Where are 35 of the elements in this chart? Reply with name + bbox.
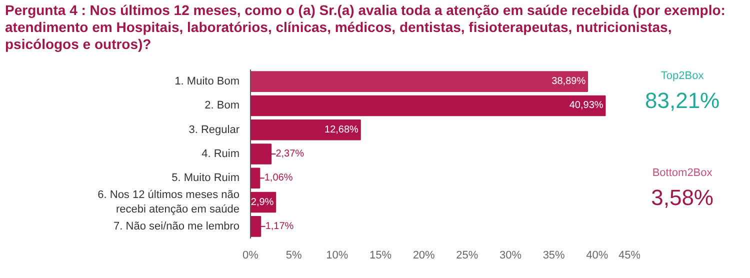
x-tick-label: 0% bbox=[242, 250, 259, 262]
chart-title: Pergunta 4 : Nos últimos 12 meses, como o (a) Sr.(a) avalia toda a atenção em saúde recebida (por exemplo: atendimento em Hospitais, laboratórios, clínicas, médicos, dentistas, fisioterapeutas, nutricionistas, psicólogos e outros)? bbox=[5, 2, 726, 53]
bar bbox=[250, 95, 606, 116]
data-label: 1,17% bbox=[265, 220, 294, 232]
y-tick-label: 7. Não sei/não me lembro bbox=[114, 220, 240, 232]
bar bbox=[250, 71, 588, 92]
y-tick-label: 4. Ruim bbox=[202, 148, 240, 160]
text: 83,21% bbox=[645, 86, 720, 115]
bar bbox=[250, 216, 262, 237]
x-tick-label: 45% bbox=[618, 250, 641, 262]
bar bbox=[250, 168, 260, 189]
data-label: 1,06% bbox=[264, 172, 293, 184]
x-tick-label: 30% bbox=[499, 250, 522, 262]
text: Bottom2Box bbox=[651, 166, 714, 182]
y-tick-label: 5. Muito Ruim bbox=[172, 172, 240, 184]
x-tick-label: 35% bbox=[542, 250, 566, 262]
data-label: 12,68% bbox=[324, 124, 359, 136]
data-label: 2,9% bbox=[250, 196, 274, 208]
text: 3,58% bbox=[650, 184, 714, 212]
data-label: 2,37% bbox=[276, 148, 304, 160]
x-tick-label: 25% bbox=[456, 250, 478, 262]
y-tick-label: 2. Bom bbox=[204, 100, 240, 112]
x-tick-label: 20% bbox=[412, 250, 436, 262]
bar bbox=[250, 144, 272, 164]
data-label: 40,93% bbox=[569, 100, 604, 112]
bar bbox=[250, 119, 361, 140]
x-tick-label: 40% bbox=[586, 250, 608, 262]
y-tick-label: 6. Nos 12 últimos meses não recebi atenção em saúde bbox=[98, 189, 240, 216]
data-label: 38,89% bbox=[552, 76, 586, 88]
y-tick-label: 1. Muito Bom bbox=[174, 76, 240, 88]
text: Top2Box bbox=[660, 69, 705, 84]
y-tick-label: 3. Regular bbox=[188, 124, 240, 136]
x-tick-label: 10% bbox=[326, 250, 348, 262]
x-tick-label: 5% bbox=[286, 250, 302, 262]
x-tick-label: 15% bbox=[369, 250, 392, 262]
